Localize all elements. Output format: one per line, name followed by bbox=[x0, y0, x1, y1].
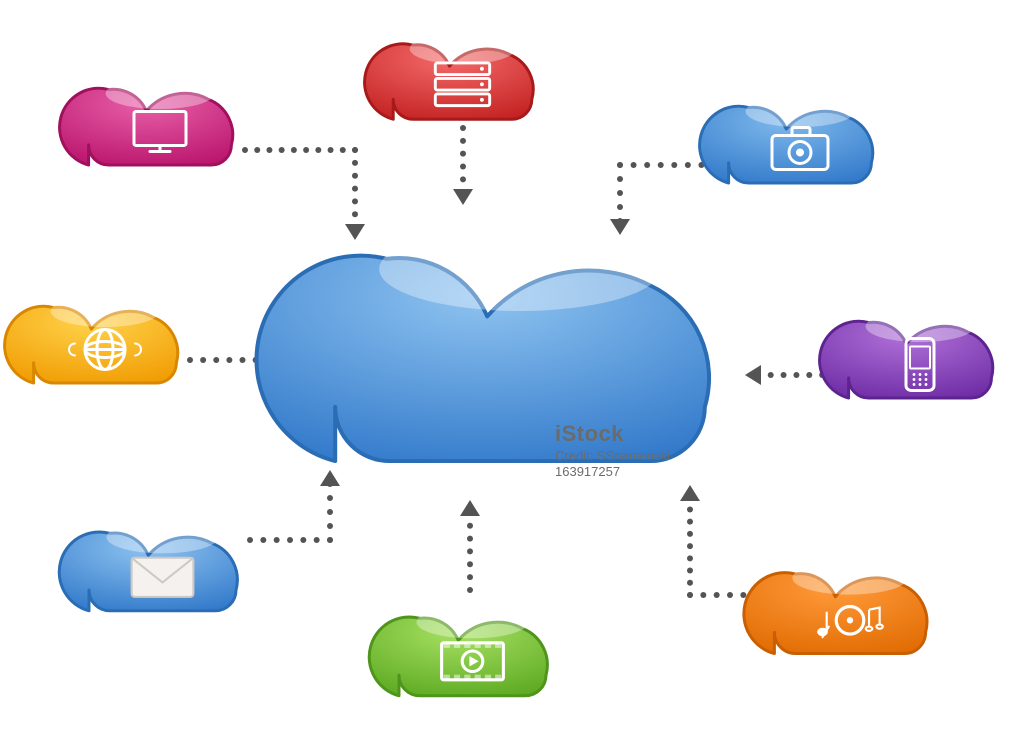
connector bbox=[460, 500, 480, 593]
cloud-music bbox=[744, 562, 927, 654]
connector bbox=[453, 125, 473, 205]
cloud-camera bbox=[700, 96, 873, 183]
cloud-phone bbox=[820, 311, 993, 398]
connector bbox=[610, 162, 718, 235]
connector bbox=[242, 147, 365, 240]
connector bbox=[247, 470, 340, 543]
cloud-monitor bbox=[60, 78, 233, 165]
cloud-server bbox=[365, 33, 534, 119]
diagram-svg bbox=[0, 0, 1024, 729]
cloud-video bbox=[369, 606, 547, 696]
cloud-globe bbox=[5, 296, 178, 383]
cloud-central bbox=[257, 227, 710, 461]
clouds-layer bbox=[5, 33, 993, 695]
cloud-mail bbox=[59, 521, 237, 611]
mail-icon bbox=[132, 558, 194, 597]
diagram-stage: iStock Credit: SSnamenski 163917257 bbox=[0, 0, 1024, 729]
